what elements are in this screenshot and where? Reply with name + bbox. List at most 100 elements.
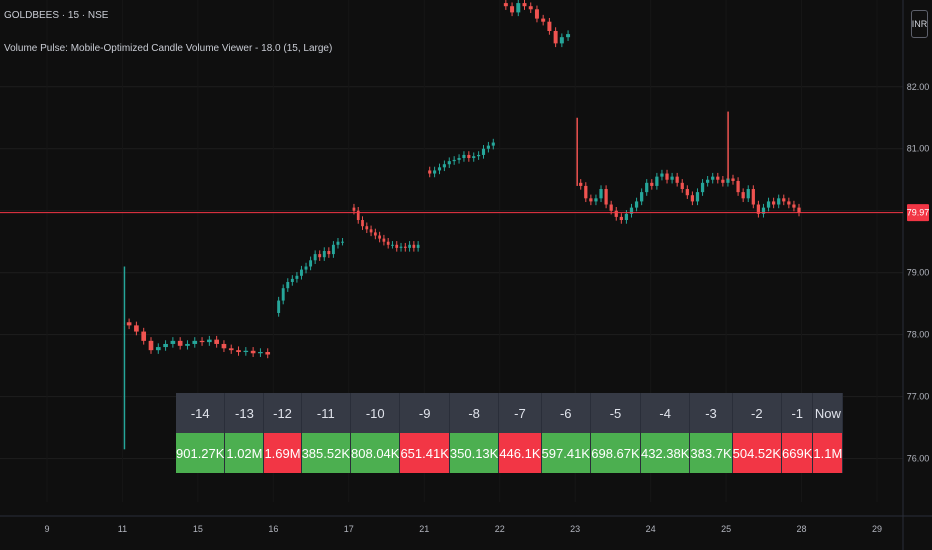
candle-body (645, 182, 649, 193)
volume-offset-label: -11 (301, 393, 352, 433)
last-price-label: 79.97 (907, 208, 930, 218)
candle-body (777, 198, 781, 205)
volume-value-cell: 1.1M (812, 433, 844, 473)
candle-body (516, 3, 521, 13)
candle-body (599, 189, 603, 199)
candle-body (700, 182, 705, 193)
volume-offset-label: -2 (732, 393, 783, 433)
candle-body (378, 235, 381, 239)
volume-value-cell: 504.52K (732, 433, 783, 473)
volume-value-cell: 901.27K (176, 433, 226, 473)
candle-body (442, 164, 446, 168)
time-tick-label: 15 (193, 524, 203, 534)
volume-value-cell: 432.38K (640, 433, 691, 473)
candle-body (250, 350, 256, 354)
price-tick-label: 81.00 (907, 144, 930, 154)
candle-body (467, 154, 471, 159)
time-tick-label: 24 (646, 524, 656, 534)
candle-body (782, 198, 786, 202)
candle-body (309, 260, 313, 267)
candle-body (650, 182, 654, 186)
candle-body (731, 178, 735, 181)
candle-body (295, 275, 299, 279)
candle-body (541, 18, 546, 22)
candle-body (792, 204, 796, 208)
candle-body (386, 241, 390, 245)
candle-body (322, 251, 326, 258)
candle-body (391, 244, 394, 246)
candle-body (258, 352, 263, 354)
candle-body (412, 244, 416, 248)
candle-body (462, 154, 466, 159)
time-tick-label: 23 (570, 524, 580, 534)
volume-offset-label: Now (812, 393, 844, 433)
volume-value-cell: 669K (781, 433, 814, 473)
candle-body (336, 241, 340, 245)
candle-body (472, 156, 476, 159)
time-tick-label: 21 (419, 524, 429, 534)
candle-body (369, 229, 373, 233)
candle-body (522, 3, 527, 7)
time-axis: 9 11 15 16 17 21 22 23 24 25 28 29 (44, 524, 882, 534)
candle-body (680, 182, 684, 190)
volume-table-header-row: -14 -13 -12 -11 -10 -9 -8 -7 -6 -5 -4 -3 -2 -1 Now (176, 393, 844, 433)
candle-body (503, 3, 508, 7)
time-tick-label: 28 (797, 524, 807, 534)
candle-body (736, 180, 740, 193)
candle-body (559, 37, 564, 44)
candle-body (486, 145, 490, 149)
price-tick-label: 79.00 (907, 268, 930, 278)
volume-offset-label: -12 (263, 393, 302, 433)
symbol-title[interactable]: GOLDBEES · 15 · NSE (4, 10, 109, 21)
candle-body (428, 170, 432, 174)
currency-button[interactable]: INR (911, 10, 928, 38)
candle-body (437, 167, 442, 171)
candle-body (399, 246, 403, 248)
candle-body (624, 213, 629, 221)
time-tick-label: 25 (721, 524, 731, 534)
candle-body (528, 6, 533, 10)
candle-body (313, 254, 317, 261)
candle-body (221, 343, 227, 349)
candle-body (665, 173, 669, 180)
candle-body (452, 159, 456, 162)
time-tick-label: 29 (872, 524, 882, 534)
candle-body (356, 210, 360, 221)
candle-body (772, 201, 776, 205)
time-tick-label: 9 (44, 524, 49, 534)
volume-value-cell: 597.41K (541, 433, 591, 473)
candle-body (746, 189, 750, 199)
candle-body (751, 189, 755, 205)
candle-body (690, 195, 695, 202)
indicator-title[interactable]: Volume Pulse: Mobile-Optimized Candle Vo… (4, 43, 333, 54)
candle-body (457, 158, 461, 160)
candle-body (304, 266, 308, 270)
candle-body (711, 176, 715, 180)
volume-offset-label: -8 (449, 393, 500, 433)
time-tick-label: 11 (118, 524, 127, 534)
volume-offset-label: -10 (350, 393, 401, 433)
candle-body (589, 198, 593, 202)
volume-offset-label: -7 (498, 393, 542, 433)
candles (123, 0, 801, 450)
candle-body (634, 201, 639, 208)
volume-value-cell: 383.7K (689, 433, 733, 473)
candle-body (243, 350, 249, 353)
volume-offset-label: -5 (590, 393, 641, 433)
candle-body (695, 192, 700, 202)
candle-body (382, 238, 386, 242)
candle-body (534, 9, 539, 19)
volume-table-value-row: 901.27K 1.02M 1.69M 385.52K 808.04K 651.41K 35… (176, 433, 844, 473)
candle-body (185, 343, 190, 346)
volume-value-cell: 446.1K (498, 433, 542, 473)
volume-offset-label: -6 (541, 393, 591, 433)
volume-value-cell: 1.69M (263, 433, 302, 473)
volume-value-cell: 350.13K (449, 433, 500, 473)
price-tick-label: 76.00 (907, 454, 930, 464)
candle-body (416, 244, 420, 248)
candle-body (594, 198, 598, 202)
candle-body (675, 176, 679, 183)
time-tick-label: 22 (495, 524, 505, 534)
candle-body (192, 340, 198, 344)
candle-body (373, 232, 377, 236)
